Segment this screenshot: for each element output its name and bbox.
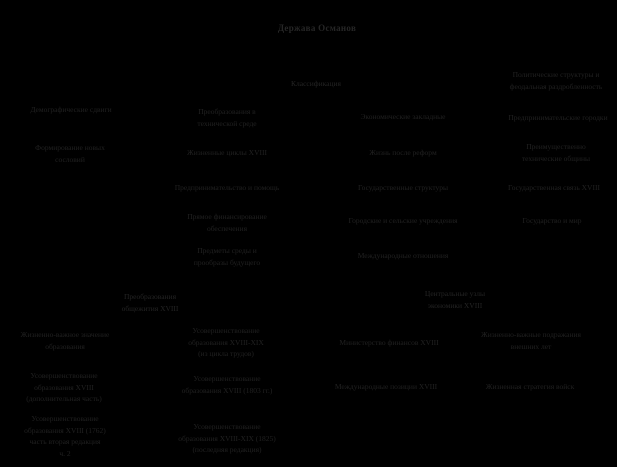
node-b3: Предпринимательство и помощь xyxy=(174,183,280,192)
node-d1: Политические структуры и феодальная разд… xyxy=(509,70,603,91)
node-e2: Усовершенствование образования XVIII (до… xyxy=(26,371,102,404)
node-f3: Усовершенствование образования XVIII-XIX… xyxy=(178,422,276,455)
diagram-title: Держава Османов xyxy=(277,23,357,33)
node-c1: Экономические закладные xyxy=(360,112,446,121)
node-c5: Международные отношения xyxy=(357,251,449,260)
hub-bottom-left: Преобразования общежития XVIII xyxy=(121,292,179,313)
node-h2: Жизненная стратегия войск xyxy=(485,382,575,391)
node-a1: Демографические сдвиги xyxy=(30,105,112,114)
node-d3: Преимущественно технические общины xyxy=(521,142,591,163)
node-b5: Предметы среды и прообразы будущего xyxy=(193,246,261,267)
node-d5: Государство и мир xyxy=(522,216,582,225)
node-c2: Жизнь после реформ xyxy=(369,148,437,157)
node-g1: Министерство финансов XVIII xyxy=(339,338,439,347)
node-e1: Жизненно-важное значение образования xyxy=(20,330,110,351)
node-b2: Жизненные циклы XVIII xyxy=(187,148,267,157)
node-h1: Жизненно-важные подражания внешних лет xyxy=(481,330,581,351)
node-g2: Международные позиции XVIII xyxy=(334,382,438,391)
node-d2: Предпринимательские городки xyxy=(508,113,608,122)
hub-top: Классификация xyxy=(291,79,341,88)
node-e3: Усовершенствование образования XVIII (17… xyxy=(24,414,106,458)
node-c3: Государственные структуры xyxy=(357,183,449,192)
node-c4: Городские и сельские учреждения xyxy=(348,216,458,225)
node-d4: Государственная связь XVIII xyxy=(508,183,600,192)
node-b4: Прямое финансирование обеспечения xyxy=(187,212,267,233)
node-a2: Формирование новых сословий xyxy=(35,143,105,164)
node-b1: Преобразования в технической среде xyxy=(197,107,257,128)
node-f1: Усовершенствование образования XVIII-XIX… xyxy=(188,326,264,359)
hub-bottom-right: Центральные узлы экономики XVIII xyxy=(424,289,486,310)
node-f2: Усовершенствование образования XVIII (18… xyxy=(181,374,273,395)
